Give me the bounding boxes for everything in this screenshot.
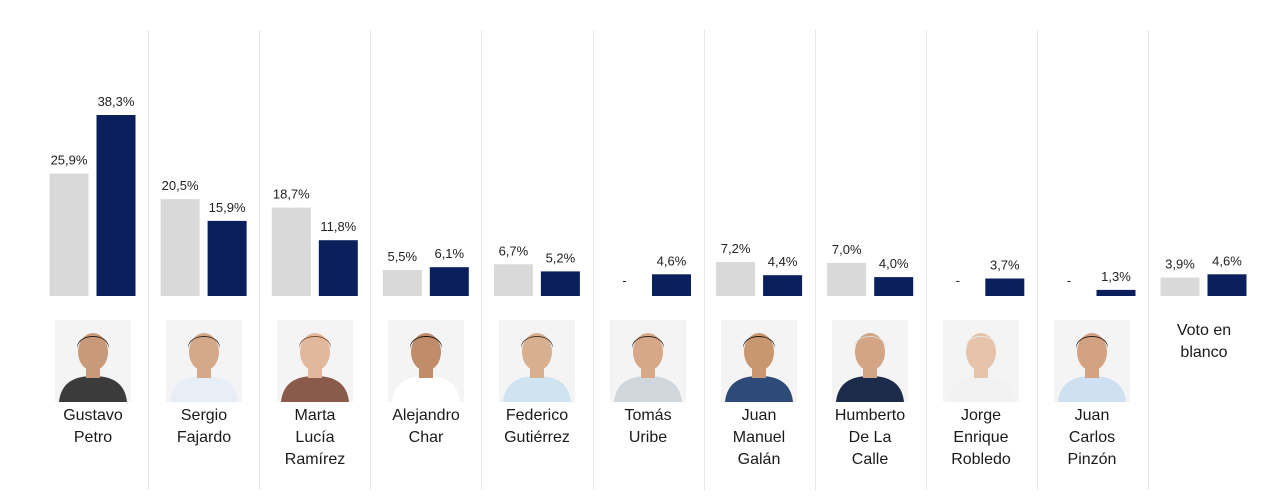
bar-light-0: [49, 173, 89, 296]
candidate-name-line: Enrique: [953, 429, 1009, 446]
candidate-name-line: Gustavo: [63, 407, 123, 424]
data-label: 4,0%: [879, 256, 909, 271]
candidate-name-line: Carlos: [1068, 429, 1116, 446]
candidate-name-line: Jorge: [960, 407, 1002, 424]
person-photo-icon: [55, 320, 131, 402]
candidate-name-line: Pinzón: [1067, 451, 1117, 468]
candidate-name-line: Alejandro: [392, 407, 460, 424]
blank-vote-label: Voto en blanco: [1149, 320, 1259, 364]
data-label: 38,3%: [98, 94, 135, 109]
candidate-name: Juan Manuel Galán: [704, 405, 814, 471]
candidate-name: Marta Lucía Ramírez: [260, 405, 370, 471]
candidate-name-line: Petro: [73, 429, 113, 446]
candidate-name-line: Marta: [294, 407, 336, 424]
candidate-name: Gustavo Petro: [38, 405, 148, 449]
blank-vote-label-line: Voto en: [1176, 322, 1232, 339]
candidate-name: Jorge Enrique Robledo: [926, 405, 1036, 471]
person-photo-icon: [943, 320, 1019, 402]
data-label: 18,7%: [273, 187, 310, 202]
blank-vote-label-line: blanco: [1180, 344, 1228, 361]
person-photo-icon: [1054, 320, 1130, 402]
person-photo-icon: [499, 320, 575, 402]
data-label: 15,9%: [209, 200, 246, 215]
data-label: 7,0%: [832, 242, 862, 257]
data-label: 4,4%: [768, 254, 798, 269]
data-label: 6,1%: [434, 246, 464, 261]
candidate-name-line: Gutiérrez: [504, 429, 570, 446]
bar-dark-10: [1207, 274, 1247, 296]
bar-light-3: [382, 270, 422, 296]
candidate-name-line: Federico: [505, 407, 569, 424]
person-photo-icon: [832, 320, 908, 402]
candidate-name: Federico Gutiérrez: [482, 405, 592, 449]
candidate-name: Sergio Fajardo: [149, 405, 259, 449]
data-label: -: [622, 273, 626, 288]
bar-dark-2: [318, 240, 358, 296]
bar-light-10: [1160, 277, 1200, 296]
data-label: 11,8%: [320, 219, 356, 234]
bar-dark-7: [874, 277, 914, 296]
bar-light-4: [493, 264, 533, 296]
bar-light-7: [827, 262, 867, 296]
candidate-name-line: Juan: [1074, 407, 1110, 424]
data-label: 4,6%: [657, 253, 687, 268]
candidate-name: Humberto De La Calle: [815, 405, 925, 471]
candidate-name: Alejandro Char: [371, 405, 481, 449]
bar-dark-3: [429, 267, 469, 296]
bar-light-6: [716, 262, 756, 296]
bar-light-1: [160, 199, 200, 296]
data-label: 6,7%: [499, 243, 529, 258]
person-photo-icon: [721, 320, 797, 402]
person-photo-icon: [610, 320, 686, 402]
bar-dark-4: [540, 271, 580, 296]
data-label: 5,5%: [387, 249, 417, 264]
candidate-name-line: De La: [848, 429, 892, 446]
bar-dark-1: [207, 220, 247, 296]
candidate-name-line: Robledo: [951, 451, 1011, 468]
data-label: 20,5%: [162, 178, 199, 193]
data-label: 3,7%: [990, 258, 1020, 273]
candidate-name-line: Humberto: [834, 407, 906, 424]
candidate-name-line: Sergio: [180, 407, 228, 424]
bar-light-2: [271, 207, 311, 296]
candidate-name-line: Lucía: [295, 429, 335, 446]
candidate-name-line: Manuel: [732, 429, 786, 446]
person-photo-icon: [277, 320, 353, 402]
candidate-name-line: Ramírez: [284, 451, 346, 468]
data-label: -: [1067, 273, 1071, 288]
candidate-name-line: Uribe: [628, 429, 668, 446]
candidate-name-line: Tomás: [624, 407, 672, 424]
bar-dark-5: [652, 274, 691, 296]
bar-dark-0: [96, 115, 136, 296]
data-label: -: [956, 273, 960, 288]
data-label: 4,6%: [1212, 253, 1242, 268]
candidate-name-line: Galán: [737, 451, 781, 468]
data-label: 5,2%: [546, 250, 576, 265]
bar-dark-8: [985, 278, 1025, 296]
candidate-name: Juan Carlos Pinzón: [1037, 405, 1147, 471]
bar-dark-9: [1096, 289, 1136, 296]
candidate-name-line: Char: [408, 429, 444, 446]
data-label: 1,3%: [1101, 269, 1131, 284]
person-photo-icon: [166, 320, 242, 402]
candidate-name: Tomás Uribe: [593, 405, 703, 449]
bar-dark-6: [763, 275, 803, 296]
data-label: 3,9%: [1165, 257, 1195, 272]
person-photo-icon: [388, 320, 464, 402]
candidate-name-line: Juan: [741, 407, 777, 424]
candidate-name-line: Fajardo: [176, 429, 232, 446]
data-label: 7,2%: [721, 241, 751, 256]
candidate-names: Gustavo Petro Sergio Fajardo Marta Lucía Ramír…: [0, 405, 1268, 495]
candidate-name-line: Calle: [851, 451, 889, 468]
data-label: 25,9%: [51, 153, 88, 168]
